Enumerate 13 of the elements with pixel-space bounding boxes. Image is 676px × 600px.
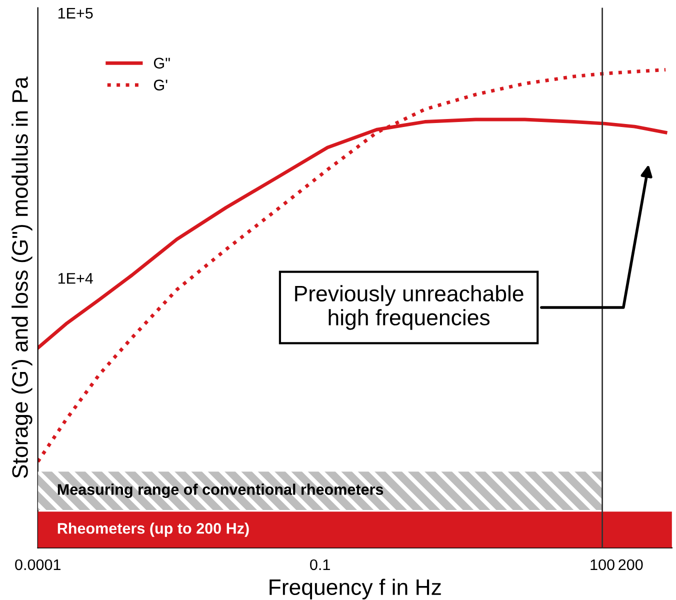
x-tick-label: 100	[590, 559, 614, 570]
y-tick-label: 1E+4	[58, 273, 93, 284]
x-tick-label: 200	[618, 559, 643, 570]
x-axis-title: Frequency f in Hz	[270, 578, 441, 600]
annotation: Previously unreachable high frequencies	[295, 285, 524, 330]
legend-label: G"	[154, 58, 170, 69]
x-tick-label: 0.0001	[15, 559, 60, 570]
band-label: Rheometers (up to 200 Hz)	[58, 522, 249, 537]
y-axis-title: Storage (G') and loss (G") modulus in Pa	[12, 76, 32, 478]
x-tick-label: 0.1	[310, 559, 330, 570]
legend-label: G'	[154, 80, 168, 90]
band-label: Measuring range of conventional rheometers	[58, 484, 384, 498]
y-tick-label: 1E+5	[58, 8, 93, 19]
